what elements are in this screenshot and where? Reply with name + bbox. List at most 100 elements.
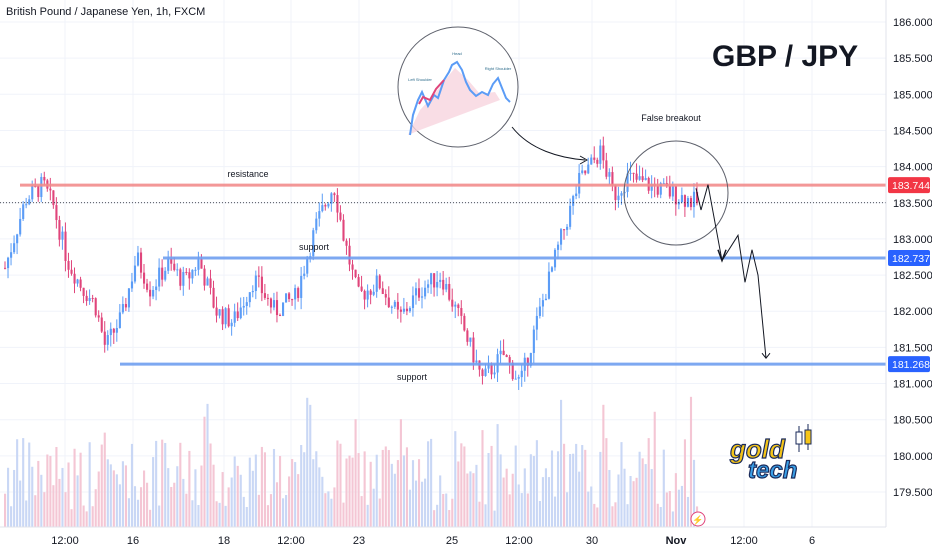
volume-bar — [596, 507, 599, 527]
candle-body — [203, 268, 206, 286]
volume-bar — [620, 442, 623, 527]
volume-bar — [58, 478, 61, 527]
volume-bar — [680, 485, 683, 527]
candle-body — [514, 378, 517, 380]
volume-bar — [170, 486, 173, 527]
volume-bar — [360, 496, 363, 527]
candle-body — [556, 244, 560, 250]
inset-label-head: Head — [452, 51, 462, 56]
candle-body — [677, 202, 680, 205]
candle-body — [454, 304, 457, 307]
candle-body — [182, 272, 185, 286]
candle-body — [520, 370, 523, 378]
candle-body — [620, 193, 623, 196]
candle-body — [617, 195, 620, 201]
logo-candle-body — [804, 429, 812, 445]
candle-body — [602, 145, 605, 161]
volume-bar — [692, 459, 696, 527]
candle-body — [650, 183, 653, 191]
volume-bar — [194, 469, 197, 527]
candle-body — [215, 307, 218, 316]
candle-body — [614, 185, 617, 201]
candle-body — [118, 312, 121, 329]
volume-bar — [176, 466, 179, 527]
candle-body — [127, 288, 131, 308]
candle-body — [493, 372, 496, 375]
candle-body — [100, 317, 103, 332]
forecast-arrow-mid — [717, 249, 727, 263]
volume-bar — [10, 506, 13, 527]
candle-body — [245, 302, 248, 306]
volume-bar — [490, 445, 493, 527]
volume-bar — [671, 511, 674, 527]
volume-bar — [626, 504, 629, 527]
candle-body — [318, 211, 321, 219]
candle-body — [248, 292, 251, 303]
candle-body — [390, 306, 393, 308]
volume-bar — [357, 453, 360, 527]
candle-body — [550, 267, 554, 272]
candle-body — [360, 286, 363, 291]
volume-bar — [136, 499, 140, 527]
volume-bar — [393, 473, 396, 527]
candle-body — [547, 271, 551, 299]
volume-bar — [242, 496, 245, 527]
volume-bar — [43, 492, 46, 527]
candle-body — [94, 298, 97, 316]
volume-bar — [161, 439, 164, 527]
candle-body — [363, 290, 366, 300]
chart-title: British Pound / Japanese Yen, 1h, FXCM — [6, 6, 206, 18]
annotation-resistance: resistance — [227, 169, 268, 179]
volume-bar — [312, 459, 315, 527]
candle-body — [348, 245, 351, 265]
volume-bar — [79, 452, 82, 527]
volume-bar — [342, 502, 345, 527]
candle-body — [472, 337, 475, 363]
candle-body — [439, 279, 442, 282]
candle-body — [212, 287, 215, 308]
candle-body — [10, 252, 13, 258]
candle-body — [106, 335, 109, 345]
volume-bar — [686, 496, 690, 527]
volume-bar — [155, 440, 158, 527]
volume-bar — [541, 477, 544, 527]
volume-bar — [182, 478, 185, 527]
candle-body — [596, 159, 599, 164]
candle-body — [236, 311, 239, 319]
candle-body — [508, 357, 511, 363]
candle-body — [535, 315, 538, 330]
candle-body — [593, 157, 596, 160]
candle-body — [130, 281, 134, 289]
candle-body — [369, 290, 372, 295]
volume-bar — [206, 403, 209, 527]
volume-bar — [417, 459, 421, 527]
volume-bar — [191, 500, 194, 527]
volume-bar — [384, 446, 387, 527]
volume-bar — [118, 484, 121, 527]
volume-bar — [266, 505, 270, 527]
volume-bar — [433, 510, 436, 527]
x-tick-label: 25 — [446, 535, 458, 547]
volume-bar — [538, 500, 541, 527]
candle-body — [560, 229, 563, 245]
candle-body — [541, 300, 544, 307]
inset-label-right-shoulder: Right Shoulder — [485, 66, 512, 71]
candle-body — [502, 350, 505, 356]
candle-body — [227, 308, 230, 327]
volume-bar — [330, 498, 333, 527]
volume-bar — [121, 461, 124, 527]
candle-body — [393, 301, 396, 307]
candle-body — [282, 302, 285, 316]
candle-body — [644, 177, 647, 181]
volume-bar — [103, 432, 106, 527]
candle-body — [463, 315, 466, 331]
event-marker[interactable] — [690, 511, 706, 527]
candle-body — [460, 308, 463, 316]
volume-bar — [124, 465, 127, 527]
volume-bar — [130, 443, 134, 527]
volume-bar — [405, 447, 409, 527]
volume-bar — [396, 460, 399, 527]
volume-bar — [345, 458, 348, 527]
